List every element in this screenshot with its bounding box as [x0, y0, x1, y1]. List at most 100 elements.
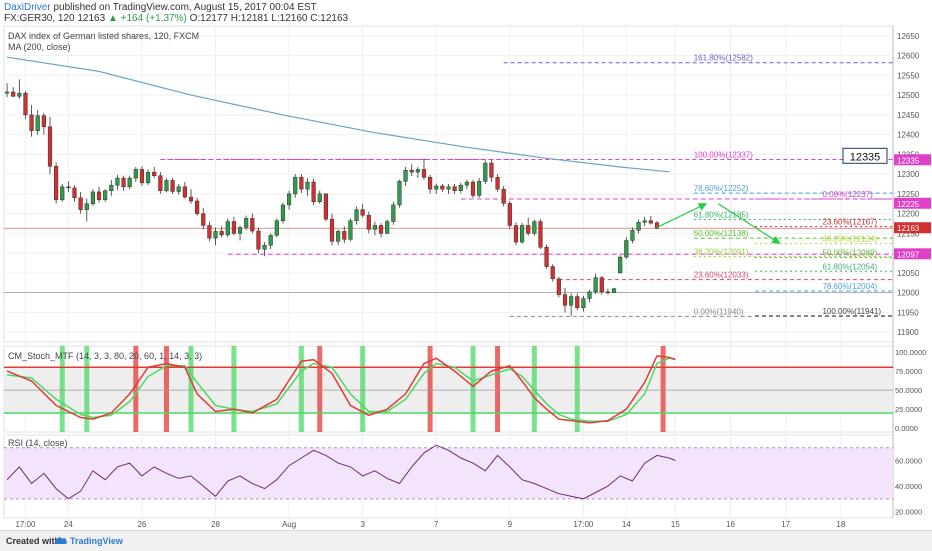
candle — [495, 174, 500, 192]
candle — [164, 178, 169, 193]
candle — [305, 178, 310, 196]
candle — [188, 189, 194, 204]
candle-body — [599, 277, 604, 293]
stoch-tick-label: 25.0000 — [895, 405, 922, 414]
candle — [575, 293, 580, 311]
candle-body — [96, 191, 102, 201]
candle-body — [115, 177, 120, 186]
candle-body — [434, 185, 439, 190]
candle-body — [293, 177, 298, 195]
candle-body — [483, 162, 488, 182]
axis-price-tag — [894, 154, 931, 166]
candle — [231, 216, 237, 236]
candle-body — [274, 220, 279, 236]
candle — [176, 184, 181, 195]
footer-brand[interactable]: TradingView — [70, 536, 123, 546]
price-change: +164 (+1.37%) — [120, 13, 187, 24]
fib-level-label: 78.60%(12004) — [822, 282, 877, 291]
candle — [225, 218, 230, 238]
candle-body — [605, 291, 610, 294]
candle-body — [311, 181, 316, 203]
candle — [268, 233, 273, 250]
candle — [477, 178, 482, 198]
candle-body — [66, 186, 71, 189]
candle — [403, 167, 408, 186]
candle-body — [244, 218, 249, 228]
candle — [219, 226, 224, 238]
change-up-icon: ▲ — [107, 13, 118, 24]
price-box-value: 12335 — [850, 151, 881, 163]
candle-body — [385, 221, 390, 234]
stoch-tick-label: 100.0000 — [895, 348, 926, 357]
candle — [201, 208, 206, 230]
candle — [72, 185, 77, 202]
rsi-tick-label: 40.0000 — [895, 482, 922, 491]
stoch-k-line — [6, 355, 676, 424]
rsi-line — [6, 444, 676, 500]
candle-body — [127, 177, 132, 188]
candle — [605, 288, 610, 295]
fib-level-label: 100.00%(12337) — [694, 151, 753, 160]
author-link[interactable]: DaxiDriver — [4, 2, 51, 13]
price-tick-label: 12400 — [897, 131, 920, 140]
stoch-tick-label: 75.0000 — [895, 367, 922, 376]
symbol-text: FX:GER30, 120 — [4, 13, 75, 24]
candle-body — [642, 220, 647, 223]
candle-body — [495, 177, 500, 190]
axis-price-tag — [894, 222, 931, 234]
candle-body — [366, 214, 371, 230]
candle-body — [458, 184, 463, 191]
axis-price-tag-label: 12097 — [897, 250, 920, 259]
stoch-cross-bar — [84, 346, 90, 432]
candle-body — [139, 169, 145, 184]
candle — [630, 227, 635, 244]
candle-body — [348, 220, 353, 240]
candle-body — [262, 244, 267, 250]
price-tick-label: 12650 — [897, 32, 920, 41]
candle-body — [562, 294, 568, 306]
candle — [372, 221, 378, 236]
candle-body — [109, 184, 114, 191]
candle-body — [323, 193, 328, 220]
candle — [152, 167, 157, 179]
candle — [23, 91, 28, 119]
candle-body — [164, 180, 169, 191]
fib-level-label: 78.60%(12252) — [694, 184, 749, 193]
candle — [317, 190, 322, 204]
candle — [648, 215, 653, 225]
candle-body — [587, 291, 592, 299]
fib-level-label: 50.00%(12089) — [822, 248, 877, 257]
candle-body — [415, 169, 420, 173]
candle — [170, 178, 175, 194]
candle — [636, 219, 641, 234]
candle — [556, 276, 561, 298]
candle-body — [569, 296, 574, 306]
candle-body — [250, 218, 255, 232]
axis-price-tag — [894, 248, 931, 260]
candle — [348, 218, 353, 242]
candle — [624, 237, 629, 260]
candle — [501, 185, 506, 207]
publish-line: DaxiDriver published on TradingView.com,… — [4, 2, 317, 13]
candle-body — [329, 218, 335, 242]
candle — [127, 175, 132, 190]
stoch-cross-bar — [133, 346, 139, 432]
candle — [250, 213, 255, 234]
price-tick-label: 12600 — [897, 52, 920, 61]
candle — [587, 289, 592, 303]
candle-body — [538, 221, 543, 248]
price-tick-label: 12450 — [897, 111, 920, 120]
candle — [311, 178, 316, 205]
candle-body — [428, 177, 433, 190]
candle-body — [103, 190, 108, 201]
candle — [409, 164, 414, 177]
x-tick-label: 14 — [622, 520, 631, 529]
candle-body — [593, 277, 598, 293]
stoch-cross-bar — [660, 346, 666, 432]
candle — [109, 180, 114, 196]
x-tick-label: Aug — [282, 520, 296, 529]
candle — [434, 183, 439, 194]
candle — [336, 229, 341, 246]
candle-body — [452, 186, 457, 191]
ohlc-values: O:12177 H:12181 L:12160 C:12163 — [189, 13, 349, 24]
